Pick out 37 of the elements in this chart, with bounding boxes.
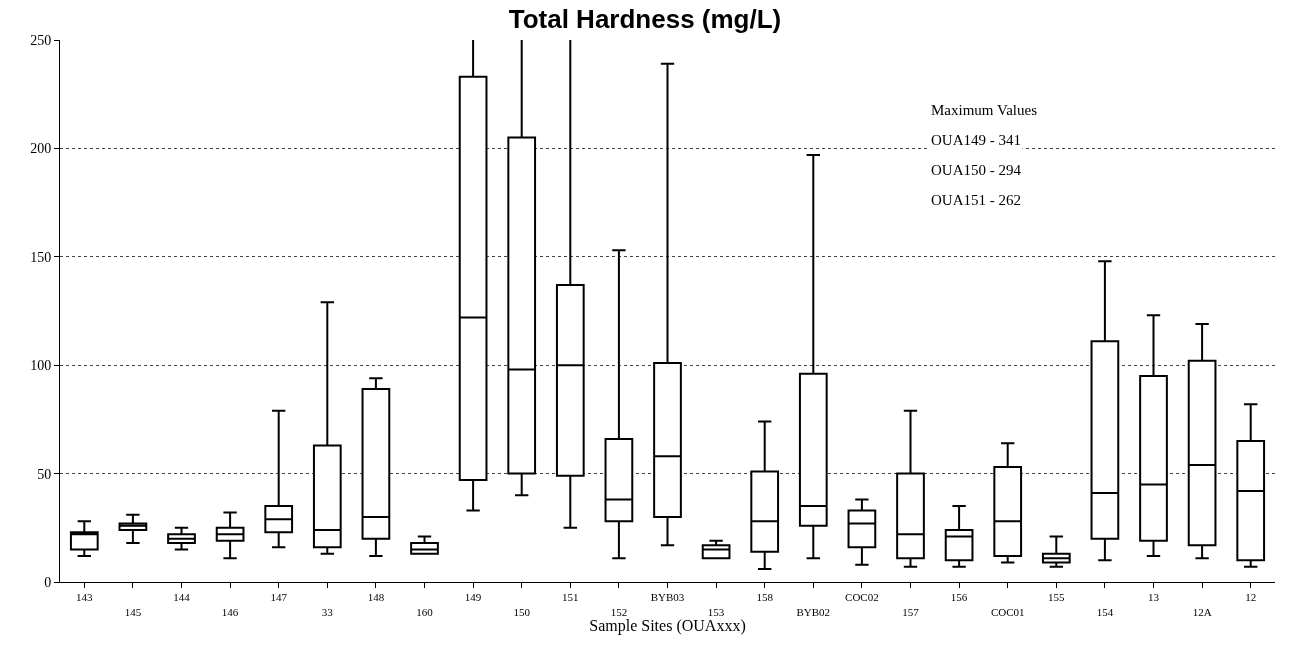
x-tick-label: 158: [756, 591, 774, 604]
x-tick-label: 151: [562, 591, 579, 604]
x-tick-label: 13: [1148, 591, 1160, 604]
annotation: OUA151 - 262: [931, 192, 1021, 208]
x-tick-label: 33: [321, 605, 334, 618]
x-axis-title: Sample Sites (OUAxxx): [589, 617, 746, 636]
x-tick-label: COC02: [845, 591, 879, 604]
x-tick-label: COC01: [990, 605, 1025, 618]
y-tick-label: 250: [30, 32, 52, 48]
x-tick-label: 150: [513, 605, 531, 618]
x-tick-label: 149: [464, 591, 482, 604]
x-tick-label: 148: [367, 591, 385, 604]
x-tick-label: 156: [950, 591, 968, 604]
x-tick-label: 143: [76, 591, 94, 604]
x-tick-label: 144: [173, 591, 191, 604]
x-tick-label: BYB02: [796, 605, 831, 618]
x-tick-label: 152: [610, 605, 628, 618]
y-tick-label: 200: [30, 141, 52, 157]
x-tick-label: 153: [707, 605, 725, 618]
x-tick-label: 157: [902, 605, 920, 618]
chart-title: Total Hardness (mg/L): [508, 3, 782, 34]
x-tick-label: 147: [270, 591, 288, 604]
x-tick-label: BYB03: [650, 591, 685, 604]
x-tick-label: 155: [1048, 591, 1066, 604]
y-tick-label: 150: [30, 249, 52, 265]
annotation: OUA149 - 341: [931, 132, 1021, 148]
y-tick-label: 100: [30, 358, 52, 374]
x-tick-label: 12A: [1192, 605, 1212, 618]
annotation: Maximum Values: [931, 102, 1038, 118]
x-tick-label: 12: [1245, 591, 1257, 604]
y-tick-label: 50: [37, 466, 52, 482]
x-tick-label: 154: [1096, 605, 1114, 618]
annotation: OUA150 - 294: [931, 162, 1022, 178]
x-tick-label: 146: [221, 605, 239, 618]
x-tick-label: 145: [124, 605, 142, 618]
x-tick-label: 160: [416, 605, 434, 618]
y-tick-label: 0: [44, 574, 52, 590]
